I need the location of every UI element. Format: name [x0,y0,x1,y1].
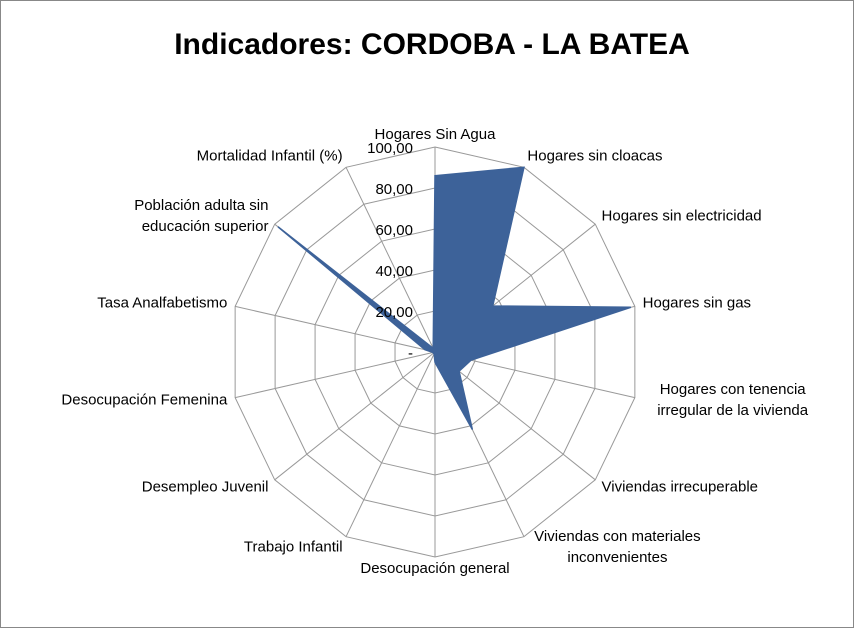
category-label-line: Hogares sin electricidad [602,208,762,225]
category-label: Hogares sin cloacas [527,147,662,164]
category-label-line: Desocupación general [360,560,509,577]
spoke [235,305,436,353]
tick-label: - [408,345,413,362]
tick-label: 40,00 [375,263,413,280]
spoke [345,167,436,353]
category-label: Trabajo Infantil [244,538,343,555]
category-label-line: inconvenientes [567,549,667,566]
chart-title: Indicadores: CORDOBA - LA BATEA [174,28,690,61]
category-label-line: Mortalidad Infantil (%) [197,147,343,164]
category-label: Mortalidad Infantil (%) [197,147,343,164]
category-label: Viviendas irrecuperable [602,478,758,495]
category-label-line: Desocupación Femenina [61,391,228,408]
category-label-line: Hogares con tenencia [660,381,807,398]
category-label: Población adulta sin educación superior [134,197,268,235]
tick-label: 20,00 [375,304,413,321]
tick-label: 80,00 [375,181,413,198]
tick-label: 60,00 [375,222,413,239]
category-label: Hogares Sin Agua [375,126,497,143]
category-label-line: Trabajo Infantil [244,538,343,555]
data-area [277,166,632,430]
spoke [235,351,436,399]
category-label-line: Viviendas irrecuperable [602,478,758,495]
spoke [345,351,436,537]
category-label-line: Población adulta sin [134,197,268,214]
spoke [434,351,596,481]
category-label: Hogares sin gas [643,295,751,312]
category-label: Viviendas con materiales inconvenientes [534,528,700,566]
category-label: Desocupación Femenina [61,391,228,408]
category-label: Hogares con tenencia irregular de la vivi… [657,381,809,419]
category-label-line: Viviendas con materiales [534,528,700,545]
category-label: Hogares sin electricidad [602,208,762,225]
category-label: Tasa Analfabetismo [97,295,227,312]
category-label: Desempleo Juvenil [142,478,269,495]
category-label-line: irregular de la vivienda [657,402,809,419]
category-label-line: Tasa Analfabetismo [97,295,227,312]
spoke [274,351,436,481]
category-label-line: Hogares sin cloacas [527,147,662,164]
tick-label: 100,00 [367,140,413,157]
category-label-line: Hogares Sin Agua [375,126,497,143]
category-label: Desocupación general [360,560,509,577]
category-label-line: educación superior [142,218,269,235]
category-label-line: Desempleo Juvenil [142,478,269,495]
category-label-line: Hogares sin gas [643,295,751,312]
